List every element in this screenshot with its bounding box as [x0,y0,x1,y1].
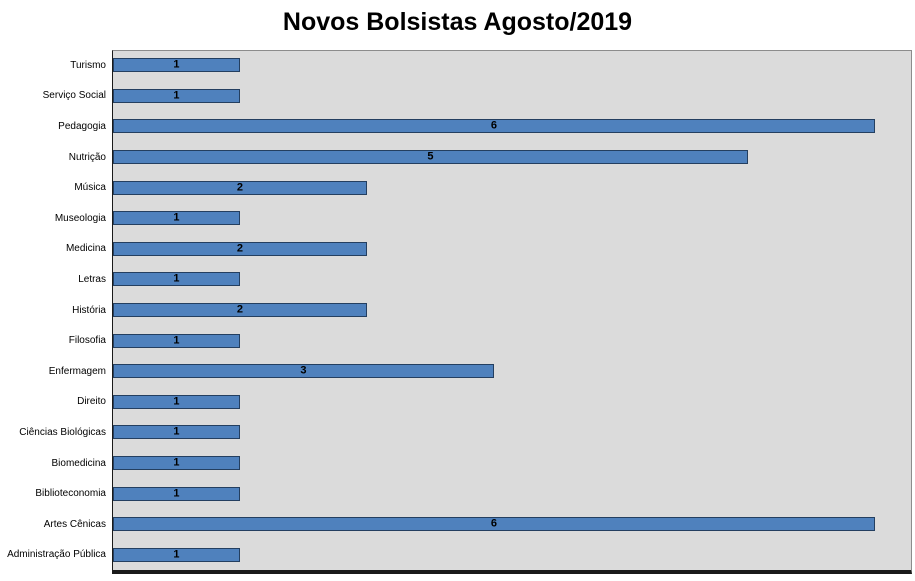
bar-value-label: 2 [236,180,244,193]
bar-track: 1 [112,81,912,112]
bar-track: 1 [112,50,912,81]
bar: 1 [113,211,240,226]
chart-row: Música 2 [2,172,912,203]
bar-track: 1 [112,325,912,356]
category-label: Biomedicina [51,457,106,469]
category-label: Nutrição [68,151,106,163]
bar-track: 1 [112,417,912,448]
bar-value-label: 1 [173,395,180,408]
chart-rows: Turismo 1 Serviço Social 1 Pedagogia 6 N… [2,50,912,570]
bar-track: 2 [112,295,912,326]
category-label: Letras [78,273,106,285]
bar-value-label: 2 [236,303,244,316]
chart-body: Turismo 1 Serviço Social 1 Pedagogia 6 N… [2,50,912,574]
category-label: Medicina [65,243,106,255]
chart-title: Novos Bolsistas Agosto/2019 [282,8,633,36]
category-label: Artes Cênicas [43,518,106,530]
bar-value-label: 6 [490,119,497,132]
bar: 1 [113,394,240,409]
category-label: Biblioteconomia [35,488,106,500]
bar: 1 [113,547,240,562]
bar-value-label: 1 [173,333,180,346]
chart-row: Ciências Biológicas 1 [2,417,912,448]
bar-value-label: 1 [173,58,180,71]
category-label: Música [74,182,106,194]
bar-value-label: 1 [173,486,180,499]
bar: 6 [113,119,875,134]
bar-track: 1 [112,387,912,418]
bar: 1 [113,272,240,287]
bar: 6 [113,517,875,532]
chart-row: História 2 [2,295,912,326]
chart-row: Serviço Social 1 [2,81,912,112]
chart-row: Enfermagem 3 [2,356,912,387]
chart-row: Nutrição 5 [2,142,912,173]
bar-track: 1 [112,540,912,571]
bar-value-label: 1 [173,456,180,469]
category-label: Administração Pública [7,549,106,561]
bar: 5 [113,150,748,165]
category-label: Museologia [54,212,106,224]
chart-row: Administração Pública 1 [2,540,912,571]
bar: 1 [113,486,240,501]
category-label: Turismo [70,59,106,71]
bar-value-label: 1 [173,425,180,438]
bar-track: 1 [112,448,912,479]
category-label: Serviço Social [42,90,106,102]
bar-value-label: 1 [173,272,180,285]
category-label: Enfermagem [48,365,106,377]
bar: 1 [113,425,240,440]
chart-row: Filosofia 1 [2,325,912,356]
chart-row: Pedagogia 6 [2,111,912,142]
category-label: História [72,304,106,316]
bar: 2 [113,241,367,256]
bar: 3 [113,364,494,379]
category-label: Direito [77,396,106,408]
category-label: Pedagogia [58,120,106,132]
chart-row: Direito 1 [2,387,912,418]
chart-row: Turismo 1 [2,50,912,81]
bar: 2 [113,180,367,195]
category-label: Ciências Biológicas [19,426,106,438]
bar-value-label: 2 [236,242,244,255]
chart-row: Medicina 2 [2,234,912,265]
bar: 1 [113,88,240,103]
bar-track: 1 [112,264,912,295]
bar-track: 6 [112,509,912,540]
bar-track: 2 [112,234,912,265]
bar: 1 [113,333,240,348]
bar: 2 [113,303,367,318]
bar-track: 1 [112,478,912,509]
bar-track: 6 [112,111,912,142]
bar-track: 5 [112,142,912,173]
chart-row: Letras 1 [2,264,912,295]
bar-value-label: 6 [490,517,497,530]
chart-row: Biblioteconomia 1 [2,478,912,509]
bar-track: 1 [112,203,912,234]
bar: 1 [113,58,240,73]
bar-value-label: 1 [173,548,180,561]
chart-row: Biomedicina 1 [2,448,912,479]
bar-track: 3 [112,356,912,387]
bar: 1 [113,456,240,471]
bar-value-label: 3 [300,364,307,377]
chart-row: Artes Cênicas 6 [2,509,912,540]
bar-value-label: 5 [427,150,434,163]
category-label: Filosofia [68,335,106,347]
bar-track: 2 [112,172,912,203]
bar-value-label: 1 [173,89,180,102]
bar-value-label: 1 [173,211,180,224]
chart-row: Museologia 1 [2,203,912,234]
